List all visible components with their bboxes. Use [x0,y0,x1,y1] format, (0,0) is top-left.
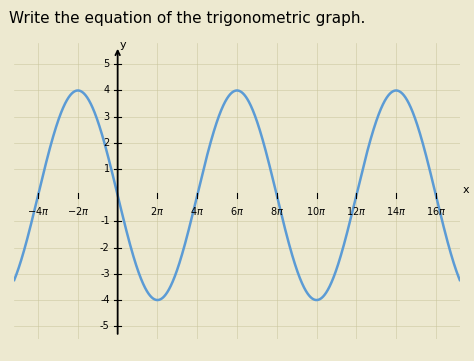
Text: $14\pi$: $14\pi$ [386,205,406,217]
Text: $6\pi$: $6\pi$ [230,205,244,217]
Text: $8\pi$: $8\pi$ [270,205,284,217]
Text: -3: -3 [100,269,109,279]
Text: 4: 4 [104,86,109,95]
Text: 3: 3 [104,112,109,122]
Text: $-4\pi$: $-4\pi$ [27,205,49,217]
Text: -5: -5 [100,321,109,331]
Text: x: x [463,185,469,195]
Text: -2: -2 [100,243,109,253]
Text: $10\pi$: $10\pi$ [306,205,327,217]
Text: $4\pi$: $4\pi$ [190,205,204,217]
Text: -1: -1 [100,217,109,226]
Text: 5: 5 [103,59,109,69]
Text: 2: 2 [103,138,109,148]
Text: $12\pi$: $12\pi$ [346,205,366,217]
Text: $-2\pi$: $-2\pi$ [67,205,89,217]
Text: 1: 1 [104,164,109,174]
Text: $2\pi$: $2\pi$ [150,205,164,217]
Text: Write the equation of the trigonometric graph.: Write the equation of the trigonometric … [9,11,366,26]
Text: y: y [119,40,126,49]
Text: $16\pi$: $16\pi$ [426,205,446,217]
Text: -4: -4 [100,295,109,305]
